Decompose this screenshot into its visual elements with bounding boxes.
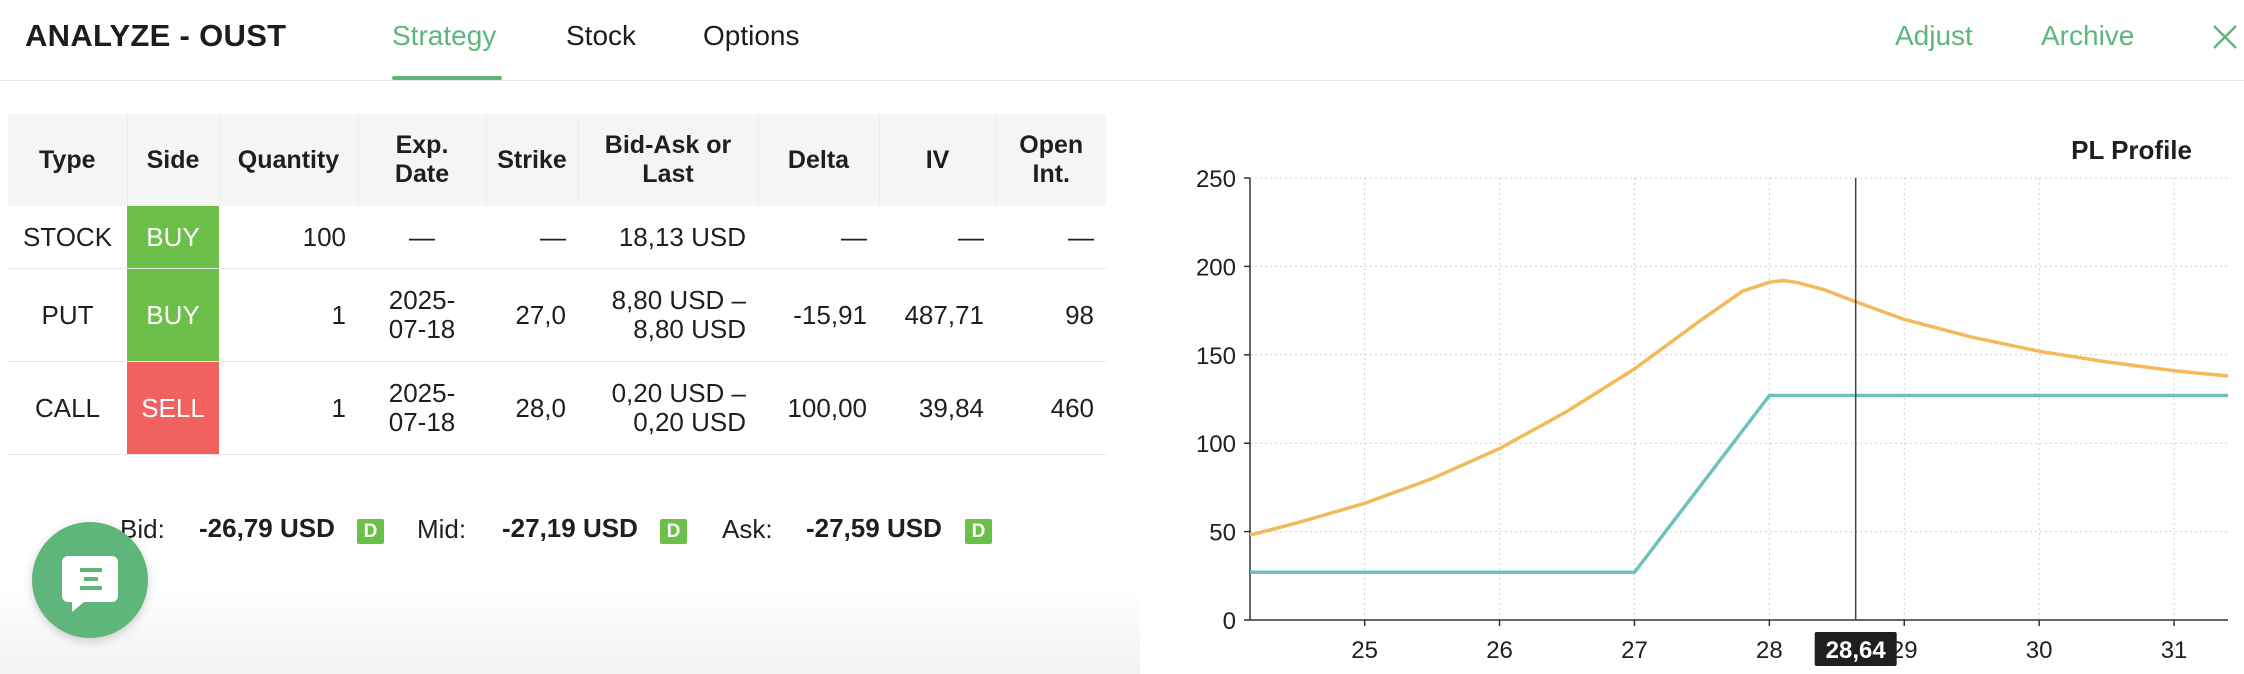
col-header-strike[interactable]: Strike [486, 114, 579, 206]
cursor-label: 28,64 [1826, 637, 1887, 664]
y-tick-label: 250 [1196, 166, 1236, 193]
series-line-orange [1249, 278, 2229, 537]
cell-open-int: — [996, 206, 1106, 269]
cell-type: CALL [8, 361, 127, 455]
cell-open-int: 98 [996, 268, 1106, 362]
series-line-teal [1250, 393, 2228, 575]
cell-strike: — [486, 206, 578, 269]
bid-ask-line2: 0,20 USD [633, 407, 746, 437]
col-header-side[interactable]: Side [127, 114, 220, 206]
cell-iv: 487,71 [879, 268, 996, 362]
bottom-fade [0, 590, 1140, 674]
col-header-exp-date[interactable]: Exp. Date [358, 114, 487, 206]
col-header-delta[interactable]: Delta [758, 114, 880, 206]
cursor-label-box [1814, 632, 1897, 666]
table-row[interactable]: STOCK BUY 100 — — 18,13 USD — — — [8, 206, 1106, 269]
cell-bid-ask: 8,80 USD –8,80 USD [578, 268, 758, 362]
chart-grid [1250, 177, 2228, 620]
tab-stock[interactable]: Stock [566, 20, 637, 51]
cell-type: PUT [8, 268, 127, 362]
x-tick-label: 27 [1621, 637, 1648, 664]
col-header-exp-date-label: Exp. Date [394, 131, 450, 188]
strategy-table: Type Side Quantity Exp. Date Strike Bid-… [8, 114, 1106, 455]
chart-title: PL Profile [2071, 135, 2192, 165]
table-row[interactable]: CALL SELL 1 2025- 07-18 28,0 0,20 USD –0,… [8, 361, 1106, 455]
ask-label: Ask: [722, 514, 773, 544]
mid-d-badge: D [660, 519, 687, 544]
cell-delta: 100,00 [758, 361, 879, 455]
cell-exp-date: 2025- 07-18 [358, 268, 486, 362]
table-row[interactable]: PUT BUY 1 2025- 07-18 27,0 8,80 USD –8,80… [8, 268, 1106, 362]
side-badge-sell: SELL [127, 361, 219, 455]
ask-d-badge: D [965, 519, 992, 544]
side-badge-buy: BUY [127, 206, 219, 269]
mid-label: Mid: [417, 514, 467, 544]
page-title: ANALYZE - OUST [25, 18, 287, 53]
y-tick-label: 100 [1196, 431, 1236, 458]
cell-exp-date: — [358, 206, 486, 269]
cell-quantity: 100 [219, 206, 358, 269]
exp-date-line2: 07-18 [388, 314, 456, 344]
cell-open-int: 460 [996, 361, 1106, 455]
y-tick-label: 0 [1223, 608, 1236, 635]
cell-delta: — [758, 206, 879, 269]
cell-exp-date: 2025- 07-18 [358, 361, 486, 455]
cell-strike: 27,0 [486, 268, 578, 362]
col-header-open-int-label: Open Int. [1019, 131, 1084, 188]
cell-strike: 28,0 [486, 361, 578, 455]
col-header-quantity[interactable]: Quantity [219, 114, 359, 206]
x-tick-label: 26 [1486, 637, 1513, 664]
x-tick-label: 30 [2026, 637, 2053, 664]
table-header-row: Type Side Quantity Exp. Date Strike Bid-… [8, 114, 1106, 206]
cell-bid-ask: 0,20 USD –0,20 USD [578, 361, 758, 455]
cell-quantity: 1 [219, 361, 358, 455]
bid-ask-line1: 0,20 USD – [611, 378, 746, 408]
chat-button[interactable] [32, 522, 148, 638]
chat-icon [62, 556, 118, 612]
bid-ask-line1: 8,80 USD – [611, 285, 746, 315]
exp-date-line2: 07-18 [388, 407, 456, 437]
chart-cursor: 28,64 [1814, 178, 1897, 666]
y-tick-label: 50 [1209, 520, 1236, 547]
tab-options[interactable]: Options [703, 20, 800, 51]
cell-iv: — [879, 206, 996, 269]
col-header-bid-ask-label: Bid-Ask or Last [604, 131, 732, 188]
side-badge-buy: BUY [127, 268, 219, 362]
cell-iv: 39,84 [879, 361, 996, 455]
exp-date-line1: 2025- [388, 285, 456, 315]
col-header-iv[interactable]: IV [879, 114, 997, 206]
header-bar: ANALYZE - OUST Strategy Stock Options Ad… [0, 0, 2244, 81]
bid-value: -26,79 USD [199, 513, 335, 543]
col-header-type[interactable]: Type [8, 114, 128, 206]
close-icon[interactable] [2210, 22, 2240, 52]
exp-date-line1: 2025- [388, 378, 456, 408]
y-tick-label: 150 [1196, 343, 1236, 370]
cell-delta: -15,91 [758, 268, 879, 362]
cell-quantity: 1 [219, 268, 358, 362]
y-tick-label: 200 [1196, 254, 1236, 281]
x-tick-label: 31 [2161, 637, 2188, 664]
cell-type: STOCK [8, 206, 127, 269]
tab-strategy[interactable]: Strategy [392, 20, 497, 51]
bid-ask-line2: 8,80 USD [633, 314, 746, 344]
cell-bid-ask: 18,13 USD [578, 206, 758, 269]
x-tick-label: 28 [1756, 637, 1783, 664]
mid-value: -27,19 USD [502, 513, 638, 543]
bid-d-badge: D [357, 519, 384, 544]
adjust-button[interactable]: Adjust [1895, 20, 1973, 51]
archive-button[interactable]: Archive [2041, 20, 2135, 51]
x-tick-label: 25 [1351, 637, 1378, 664]
col-header-bid-ask[interactable]: Bid-Ask or Last [578, 114, 759, 206]
col-header-open-int[interactable]: Open Int. [996, 114, 1106, 206]
ask-value: -27,59 USD [806, 513, 942, 543]
active-tab-indicator [392, 76, 502, 80]
chart-series [1249, 278, 2229, 575]
